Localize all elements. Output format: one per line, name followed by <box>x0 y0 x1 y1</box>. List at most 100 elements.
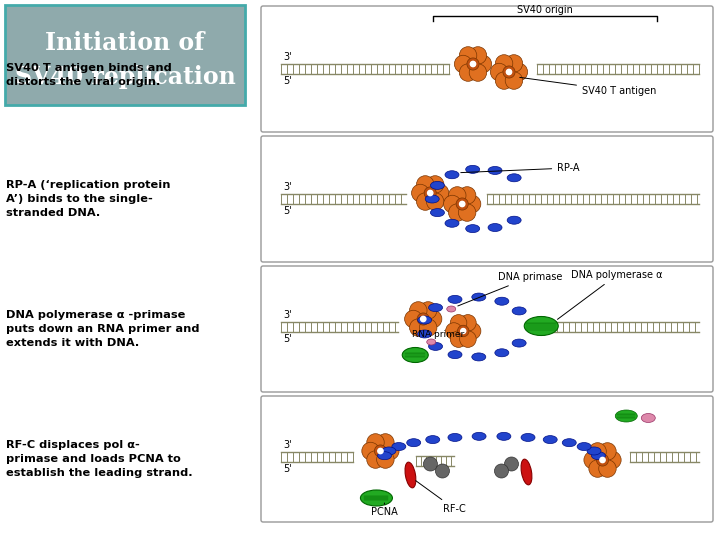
Text: RP-A: RP-A <box>461 163 580 173</box>
Circle shape <box>505 457 518 471</box>
Circle shape <box>423 457 438 471</box>
Text: RP-A (‘replication protein
A’) binds to the single-
stranded DNA.: RP-A (‘replication protein A’) binds to … <box>6 180 171 218</box>
Circle shape <box>459 64 477 82</box>
Text: Initiation of: Initiation of <box>45 31 204 55</box>
Ellipse shape <box>428 303 443 312</box>
Circle shape <box>450 315 467 331</box>
Circle shape <box>469 46 487 64</box>
Ellipse shape <box>445 219 459 227</box>
Text: SV40 T antigen: SV40 T antigen <box>520 77 657 96</box>
Text: 3': 3' <box>283 310 292 320</box>
Circle shape <box>589 443 606 460</box>
Circle shape <box>495 464 508 478</box>
Circle shape <box>366 434 384 451</box>
Circle shape <box>424 187 436 199</box>
Circle shape <box>410 319 427 336</box>
Text: SV40 replication: SV40 replication <box>14 65 235 89</box>
Ellipse shape <box>466 225 480 233</box>
Circle shape <box>366 451 384 468</box>
Ellipse shape <box>495 349 509 357</box>
FancyBboxPatch shape <box>261 6 713 132</box>
Text: 5': 5' <box>283 206 292 216</box>
Ellipse shape <box>507 174 521 182</box>
Text: SV40 T antigen binds and
distorts the viral origin.: SV40 T antigen binds and distorts the vi… <box>6 63 172 87</box>
FancyBboxPatch shape <box>261 266 713 392</box>
Ellipse shape <box>426 436 440 443</box>
Circle shape <box>456 198 468 210</box>
Ellipse shape <box>577 443 591 450</box>
Circle shape <box>420 319 437 336</box>
Ellipse shape <box>512 339 526 347</box>
Circle shape <box>603 451 621 469</box>
Circle shape <box>405 310 422 328</box>
Circle shape <box>459 187 476 204</box>
Text: RF-C: RF-C <box>415 481 466 514</box>
Circle shape <box>374 445 387 457</box>
Ellipse shape <box>382 447 396 455</box>
Text: DNA primase: DNA primase <box>458 272 562 306</box>
Circle shape <box>503 66 515 78</box>
Circle shape <box>510 63 528 81</box>
Text: RNA primer: RNA primer <box>412 330 464 339</box>
Circle shape <box>589 460 606 477</box>
Ellipse shape <box>448 434 462 441</box>
Circle shape <box>599 460 616 477</box>
Ellipse shape <box>448 295 462 303</box>
Circle shape <box>459 46 477 64</box>
Circle shape <box>410 302 427 319</box>
Ellipse shape <box>418 330 432 338</box>
Circle shape <box>416 193 434 210</box>
Ellipse shape <box>427 339 436 345</box>
Circle shape <box>428 190 433 195</box>
Circle shape <box>444 195 461 213</box>
Ellipse shape <box>361 490 392 506</box>
Ellipse shape <box>431 181 444 190</box>
Circle shape <box>470 62 476 66</box>
Circle shape <box>584 451 601 469</box>
Circle shape <box>467 58 479 70</box>
Ellipse shape <box>445 171 459 179</box>
Ellipse shape <box>377 451 392 460</box>
Ellipse shape <box>521 434 535 441</box>
Circle shape <box>450 331 467 347</box>
Ellipse shape <box>642 414 655 422</box>
Ellipse shape <box>497 433 511 440</box>
Ellipse shape <box>512 307 526 315</box>
Circle shape <box>377 434 394 451</box>
Text: PCNA: PCNA <box>371 503 398 517</box>
Circle shape <box>436 464 449 478</box>
Ellipse shape <box>587 447 601 455</box>
Ellipse shape <box>524 316 558 335</box>
Circle shape <box>362 442 379 460</box>
Circle shape <box>505 72 523 89</box>
Ellipse shape <box>446 306 456 312</box>
Circle shape <box>505 55 523 72</box>
Text: 3': 3' <box>283 440 292 450</box>
Circle shape <box>469 64 487 82</box>
Text: 5': 5' <box>283 464 292 474</box>
Circle shape <box>459 201 465 207</box>
Circle shape <box>495 55 513 72</box>
Circle shape <box>474 55 492 73</box>
Ellipse shape <box>495 297 509 305</box>
Circle shape <box>464 323 481 339</box>
Ellipse shape <box>428 342 443 350</box>
Ellipse shape <box>466 165 480 173</box>
FancyBboxPatch shape <box>261 396 713 522</box>
Circle shape <box>600 457 606 463</box>
Ellipse shape <box>521 459 532 485</box>
Circle shape <box>495 72 513 89</box>
Ellipse shape <box>488 224 502 232</box>
Circle shape <box>459 331 476 347</box>
Circle shape <box>417 313 429 325</box>
Circle shape <box>416 176 434 193</box>
Text: RF-C displaces pol α-
primase and loads PCNA to
establish the leading strand.: RF-C displaces pol α- primase and loads … <box>6 440 193 478</box>
Circle shape <box>454 55 472 73</box>
Ellipse shape <box>418 316 432 324</box>
Circle shape <box>457 325 469 337</box>
Text: 3': 3' <box>283 182 292 192</box>
Circle shape <box>459 315 476 331</box>
Circle shape <box>506 69 512 75</box>
Ellipse shape <box>488 166 502 174</box>
Ellipse shape <box>472 293 486 301</box>
